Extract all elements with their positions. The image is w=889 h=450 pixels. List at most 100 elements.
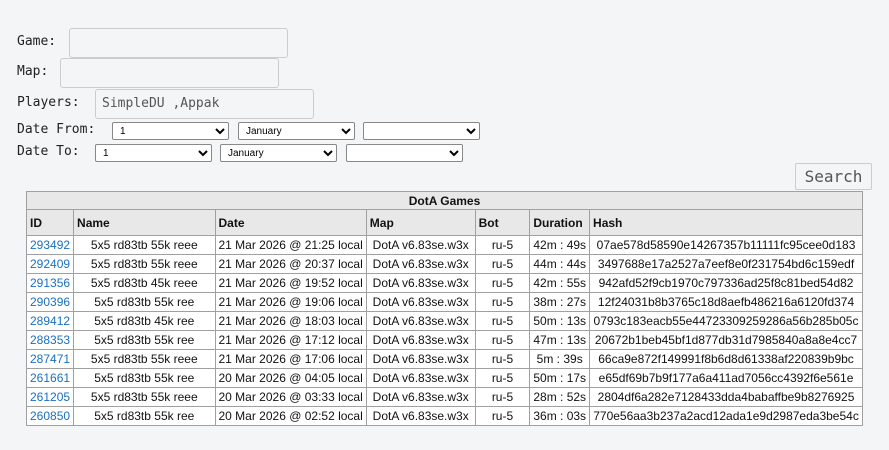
id-cell: 290396 <box>25 292 75 312</box>
table-cell: ru-5 <box>474 330 531 350</box>
table-cell: ru-5 <box>474 406 531 426</box>
table-title: DotA Games <box>26 191 863 210</box>
table-cell: DotA v6.83se.w3x <box>365 406 476 426</box>
game-link[interactable]: 261661 <box>30 371 71 385</box>
date-from-day[interactable]: 1 <box>112 122 229 140</box>
table-cell: 36m : 03s <box>529 406 591 426</box>
search-button[interactable]: Search <box>795 163 872 190</box>
table-cell: 2804df6a282e7128433dda4babaffbe9b8276925 <box>589 387 863 407</box>
table-row: 287471 5x5 rd83tb 55k reee 21 Mar 2026 @ 1… <box>25 349 863 369</box>
table-cell: DotA v6.83se.w3x <box>365 330 476 350</box>
table-cell: 5x5 rd83tb 55k reee <box>73 387 216 407</box>
table-cell: 20 Mar 2026 @ 02:52 local <box>214 406 367 426</box>
table-cell: 50m : 17s <box>529 368 591 388</box>
table-cell: ru-5 <box>474 387 531 407</box>
table-cell: 20 Mar 2026 @ 03:33 local <box>214 387 367 407</box>
table-row: 291356 5x5 rd83tb 45k reee 21 Mar 2026 @ 1… <box>25 273 863 293</box>
table-cell: 21 Mar 2026 @ 21:25 local <box>214 235 367 255</box>
table-cell: 12f24031b8b3765c18d8aefb486216a6120fd374 <box>589 292 863 312</box>
table-cell: 5x5 rd83tb 55k ree <box>73 330 216 350</box>
table-cell: 38m : 27s <box>529 292 591 312</box>
id-cell: 291356 <box>25 273 75 293</box>
table-cell: DotA v6.83se.w3x <box>365 349 476 369</box>
game-link[interactable]: 293492 <box>30 238 71 252</box>
table-cell: 42m : 49s <box>529 235 591 255</box>
game-link[interactable]: 287471 <box>30 352 71 366</box>
table-cell: 20 Mar 2026 @ 04:05 local <box>214 368 367 388</box>
table-cell: 5x5 rd83tb 55k ree <box>73 292 216 312</box>
table-row: 292409 5x5 rd83tb 55k reee 21 Mar 2026 @ 2… <box>25 254 863 274</box>
table-row: 261205 5x5 rd83tb 55k reee 20 Mar 2026 @ 0… <box>25 387 863 407</box>
table-row: 289412 5x5 rd83tb 45k ree 21 Mar 2026 @ 18… <box>25 311 863 331</box>
column-header[interactable]: Name <box>73 209 216 236</box>
game-link[interactable]: 292409 <box>30 257 71 271</box>
table-cell: 5x5 rd83tb 55k reee <box>73 254 216 274</box>
date-to-day[interactable]: 1 <box>95 144 212 162</box>
game-link[interactable]: 261205 <box>30 390 71 404</box>
game-link[interactable]: 260850 <box>30 409 71 423</box>
table-cell: ru-5 <box>474 254 531 274</box>
table-cell: 770e56aa3b237a2acd12ada1e9d2987eda3be54c <box>589 406 863 426</box>
table-cell: ru-5 <box>474 292 531 312</box>
id-cell: 287471 <box>25 349 75 369</box>
table-cell: 5m : 39s <box>529 349 591 369</box>
table-cell: 50m : 13s <box>529 311 591 331</box>
table-cell: 3497688e17a2527a7eef8e0f231754bd6c159edf <box>589 254 863 274</box>
column-header[interactable]: Hash <box>589 209 863 236</box>
game-link[interactable]: 291356 <box>30 276 71 290</box>
table-cell: ru-5 <box>474 235 531 255</box>
column-header[interactable]: Bot <box>474 209 531 236</box>
table-cell: 47m : 13s <box>529 330 591 350</box>
id-cell: 292409 <box>25 254 75 274</box>
table-cell: 5x5 rd83tb 45k reee <box>73 273 216 293</box>
id-cell: 288353 <box>25 330 75 350</box>
table-cell: 5x5 rd83tb 55k reee <box>73 235 216 255</box>
table-cell: 42m : 55s <box>529 273 591 293</box>
table-row: 288353 5x5 rd83tb 55k ree 21 Mar 2026 @ 17… <box>25 330 863 350</box>
table-cell: DotA v6.83se.w3x <box>365 311 476 331</box>
map-input[interactable] <box>60 58 279 88</box>
column-header[interactable]: Map <box>365 209 476 236</box>
column-header[interactable]: ID <box>25 209 75 236</box>
date-to-year[interactable] <box>346 144 463 162</box>
table-cell: 21 Mar 2026 @ 20:37 local <box>214 254 367 274</box>
id-cell: 261205 <box>25 387 75 407</box>
table-cell: 21 Mar 2026 @ 19:52 local <box>214 273 367 293</box>
table-cell: 5x5 rd83tb 45k ree <box>73 311 216 331</box>
table-row: 293492 5x5 rd83tb 55k reee 21 Mar 2026 @ 2… <box>25 235 863 255</box>
table-row: 260850 5x5 rd83tb 55k ree 20 Mar 2026 @ 02… <box>25 406 863 426</box>
table-row: 261661 5x5 rd83tb 55k ree 20 Mar 2026 @ 04… <box>25 368 863 388</box>
table-cell: 21 Mar 2026 @ 17:12 local <box>214 330 367 350</box>
id-cell: 293492 <box>25 235 75 255</box>
id-cell: 261661 <box>25 368 75 388</box>
table-cell: 28m : 52s <box>529 387 591 407</box>
date-to-label: Date To: <box>17 144 80 159</box>
table-cell: DotA v6.83se.w3x <box>365 387 476 407</box>
table-cell: DotA v6.83se.w3x <box>365 292 476 312</box>
table-cell: DotA v6.83se.w3x <box>365 254 476 274</box>
table-cell: 0793c183eacb55e44723309259286a56b285b05c <box>589 311 863 331</box>
table-cell: 942afd52f9cb1970c797336ad25f8c81bed54d82 <box>589 273 863 293</box>
table-cell: 66ca9e872f149991f8b6d8d61338af220839b9bc <box>589 349 863 369</box>
table-cell: ru-5 <box>474 273 531 293</box>
game-link[interactable]: 289412 <box>30 314 71 328</box>
game-link[interactable]: 288353 <box>30 333 71 347</box>
column-header[interactable]: Date <box>214 209 367 236</box>
table-cell: 21 Mar 2026 @ 17:06 local <box>214 349 367 369</box>
table-cell: 20672b1beb45bf1d877db31d7985840a8a8e4cc7 <box>589 330 863 350</box>
game-input[interactable] <box>69 28 288 58</box>
column-header[interactable]: Duration <box>529 209 591 236</box>
map-label: Map: <box>17 64 49 79</box>
table-cell: 5x5 rd83tb 55k ree <box>73 368 216 388</box>
players-input[interactable]: SimpleDU ,Appak <box>95 89 314 119</box>
table-cell: 44m : 44s <box>529 254 591 274</box>
date-from-year[interactable] <box>363 122 480 140</box>
game-link[interactable]: 290396 <box>30 295 71 309</box>
date-from-label: Date From: <box>17 122 96 137</box>
table-cell: ru-5 <box>474 368 531 388</box>
date-from-month[interactable]: January <box>238 122 355 140</box>
games-table: DotA Games ID Name Date Map Bot Duration Hash … <box>25 191 863 426</box>
date-to-month[interactable]: January <box>220 144 337 162</box>
table-cell: DotA v6.83se.w3x <box>365 273 476 293</box>
